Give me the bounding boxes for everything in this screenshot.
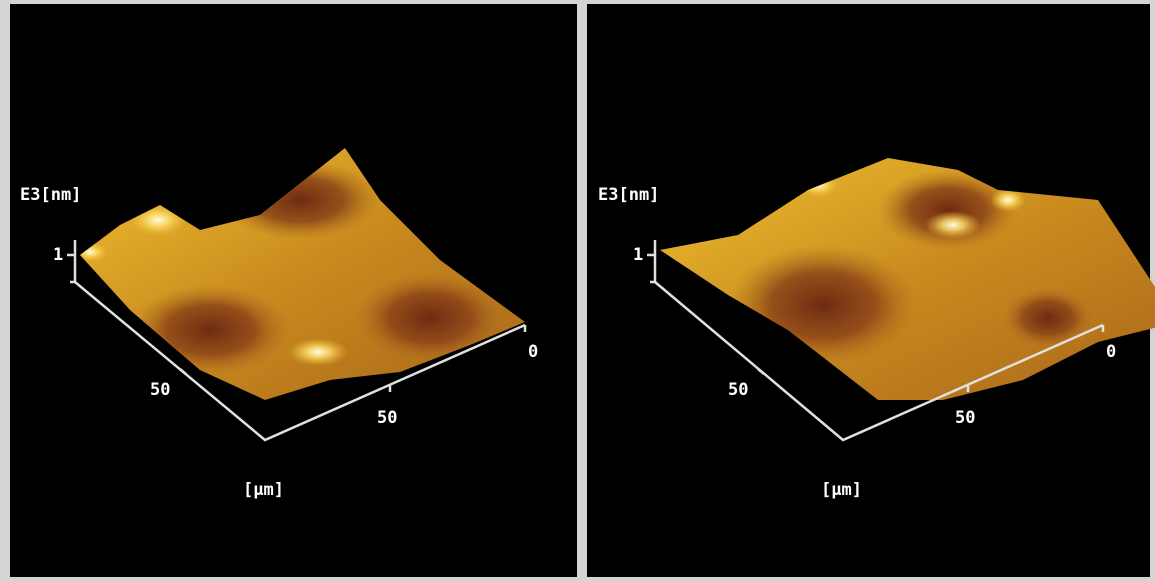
- z-axis-label: E3[nm]: [598, 185, 659, 205]
- surface-peak: [288, 338, 348, 366]
- surface-peak: [925, 211, 981, 239]
- y-tick-label: 50: [150, 380, 170, 400]
- z-tick-label: 1: [633, 245, 643, 265]
- unit-label: [μm]: [821, 480, 862, 500]
- x-tick-label: 50: [955, 408, 975, 428]
- z-axis-label: E3[nm]: [20, 185, 81, 205]
- unit-label: [μm]: [243, 480, 284, 500]
- screenshot: E3[nm] 1 50 50 0 [μm] E3[nm] 1 50 50 0 [μm]: [0, 0, 1155, 581]
- surface-well: [1003, 288, 1093, 348]
- x-tick-label: 0: [528, 342, 538, 362]
- y-tick-label: 50: [728, 380, 748, 400]
- x-tick-label: 50: [377, 408, 397, 428]
- z-tick-label: 1: [53, 245, 63, 265]
- x-tick-label: 0: [1106, 342, 1116, 362]
